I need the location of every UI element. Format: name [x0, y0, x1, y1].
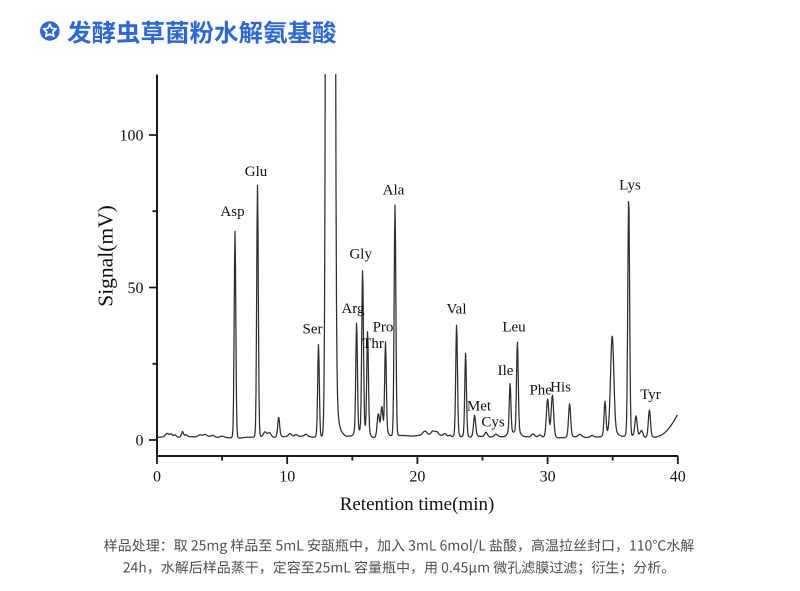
- svg-text:50: 50: [128, 280, 144, 297]
- svg-text:Gly: Gly: [349, 247, 372, 263]
- svg-text:His: His: [550, 380, 571, 396]
- svg-text:Met: Met: [467, 399, 492, 415]
- svg-text:Lys: Lys: [619, 178, 641, 194]
- svg-text:Leu: Leu: [502, 320, 526, 336]
- svg-text:0: 0: [153, 469, 161, 486]
- svg-text:Pro: Pro: [373, 320, 394, 336]
- svg-text:Signal(mV): Signal(mV): [94, 205, 118, 307]
- svg-text:Cys: Cys: [481, 415, 505, 431]
- svg-text:Asp: Asp: [220, 204, 244, 220]
- svg-text:Glu: Glu: [245, 164, 268, 180]
- svg-text:30: 30: [540, 469, 556, 486]
- svg-text:Val: Val: [447, 302, 467, 318]
- svg-text:Phe: Phe: [529, 383, 552, 399]
- svg-text:Ile: Ile: [498, 363, 514, 379]
- svg-text:Thr: Thr: [362, 336, 384, 352]
- svg-text:0: 0: [136, 433, 144, 450]
- svg-text:Retention time(min): Retention time(min): [340, 494, 495, 515]
- svg-text:Arg: Arg: [341, 301, 365, 317]
- svg-text:100: 100: [120, 128, 144, 145]
- svg-text:10: 10: [279, 469, 295, 486]
- svg-text:Tyr: Tyr: [640, 387, 661, 403]
- svg-text:20: 20: [409, 469, 425, 486]
- svg-text:Ser: Ser: [303, 322, 323, 338]
- svg-text:Ala: Ala: [383, 183, 405, 199]
- svg-text:40: 40: [670, 469, 686, 486]
